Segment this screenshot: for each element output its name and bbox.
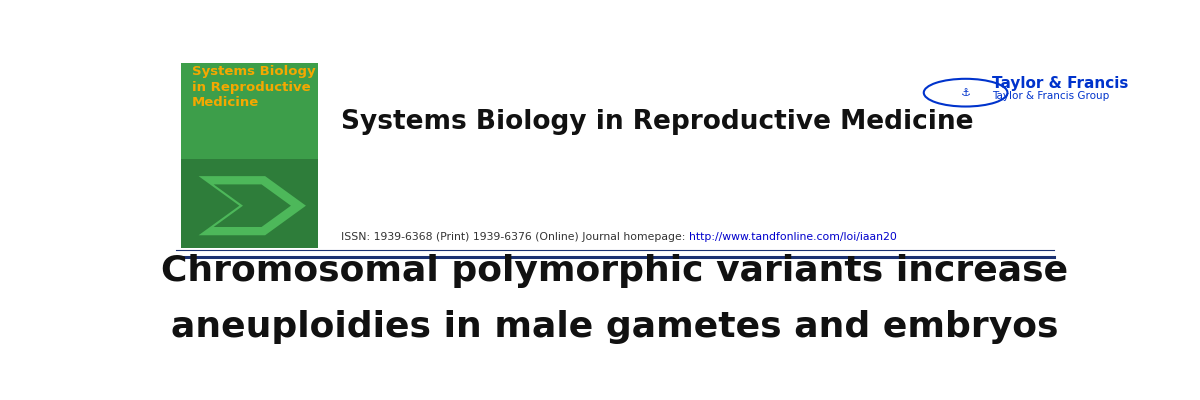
- Text: http://www.tandfonline.com/loi/iaan20: http://www.tandfonline.com/loi/iaan20: [689, 232, 896, 242]
- Text: Chromosomal polymorphic variants increase: Chromosomal polymorphic variants increas…: [162, 254, 1068, 288]
- Bar: [181, 64, 318, 248]
- Polygon shape: [214, 184, 290, 227]
- Text: Taylor & Francis: Taylor & Francis: [991, 76, 1128, 91]
- Text: aneuploidies in male gametes and embryos: aneuploidies in male gametes and embryos: [172, 310, 1058, 344]
- Bar: [181, 64, 318, 160]
- Text: ⚓: ⚓: [961, 88, 971, 98]
- Text: ISSN: 1939-6368 (Print) 1939-6376 (Online) Journal homepage:: ISSN: 1939-6368 (Print) 1939-6376 (Onlin…: [341, 232, 689, 242]
- Text: Systems Biology in Reproductive Medicine: Systems Biology in Reproductive Medicine: [341, 109, 973, 135]
- Polygon shape: [198, 176, 306, 235]
- Text: Systems Biology
in Reproductive
Medicine: Systems Biology in Reproductive Medicine: [192, 65, 316, 109]
- Text: Taylor & Francis Group: Taylor & Francis Group: [991, 91, 1109, 101]
